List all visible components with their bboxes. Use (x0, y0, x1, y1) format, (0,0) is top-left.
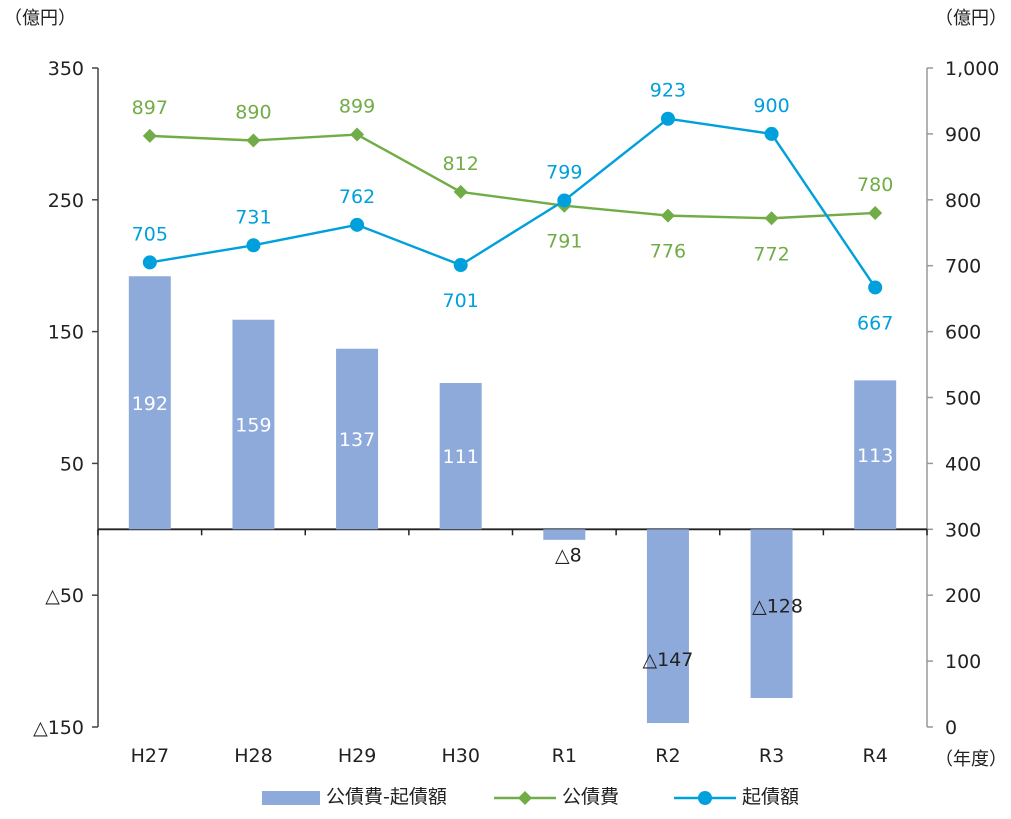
line-point-circle (764, 126, 779, 141)
bar-h27 (128, 276, 171, 530)
line-point-diamond (350, 127, 365, 142)
line-point-diamond (868, 205, 883, 220)
line-point-circle (557, 193, 572, 208)
line-data-label: 791 (546, 231, 582, 253)
bar-data-label: △147 (642, 649, 693, 671)
line-data-label: 890 (235, 101, 271, 123)
legend: 公債費-起債額 公債費 起債額 (262, 786, 799, 808)
line-data-label: 776 (650, 241, 686, 263)
right-axis-tick-label: 100 (945, 651, 981, 673)
line-data-label: 899 (339, 96, 375, 118)
category-label: R4 (863, 745, 888, 767)
line-data-label: 731 (235, 206, 271, 228)
legend-marker-circle (698, 791, 712, 805)
line-data-label: 897 (132, 97, 168, 119)
line-data-label: 923 (650, 80, 686, 102)
line-point-diamond (453, 184, 468, 199)
category-label: H30 (441, 745, 479, 767)
bar-r4 (854, 380, 897, 530)
bar-data-label: △128 (752, 596, 803, 618)
left-axis-tick-label: 250 (48, 190, 84, 212)
right-axis-tick-label: 700 (945, 256, 981, 278)
line-data-label: 780 (857, 174, 893, 196)
bar-data-label: 137 (339, 429, 375, 451)
bar-h30 (439, 383, 482, 530)
right-axis-tick-label: 800 (945, 190, 981, 212)
line-point-circle (453, 258, 468, 273)
line-series (142, 111, 883, 295)
left-axis-tick-label: 350 (48, 58, 84, 80)
line-point-diamond (142, 128, 157, 143)
legend-label-blue: 起債額 (742, 786, 799, 808)
right-axis-tick-label: 1,000 (945, 58, 999, 80)
category-label: H29 (338, 745, 376, 767)
line-data-label: 799 (546, 161, 582, 183)
line-kisaigaku (149, 117, 877, 289)
legend-label-bar: 公債費-起債額 (326, 786, 447, 808)
bar-data-label: 192 (132, 393, 168, 415)
bar-data-label: 111 (443, 446, 479, 468)
left-axis-tick-label: △150 (33, 717, 84, 739)
category-label: R1 (552, 745, 577, 767)
right-axis-tick-label: 900 (945, 124, 981, 146)
line-kousaihi (149, 133, 876, 220)
bar-r2 (646, 529, 689, 724)
line-data-label: 900 (753, 95, 789, 117)
legend-swatch-bar (262, 791, 320, 805)
left-axis-tick-label: 50 (60, 453, 84, 475)
right-axis-tick-label: 0 (945, 717, 957, 739)
line-point-circle (246, 238, 261, 253)
legend-marker-diamond (518, 791, 532, 805)
axes: （億円） （億円） 350 250 150 50 △50 △150 1,000 900 800 700… (4, 8, 1007, 770)
right-axis-tick-label: 600 (945, 322, 981, 344)
bar-h28 (232, 319, 275, 530)
line-data-label: 772 (753, 243, 789, 265)
bar-h29 (336, 348, 379, 530)
bar-data-label: △8 (555, 544, 582, 566)
right-axis-tick-label: 500 (945, 388, 981, 410)
category-label: H28 (234, 745, 272, 767)
line-data-label: 705 (132, 223, 168, 245)
line-data-label: 762 (339, 186, 375, 208)
data-labels: 192 159 137 111 △8 △147 △128 113 897 890 899 812 791… (132, 80, 894, 671)
category-label: R2 (655, 745, 680, 767)
right-axis-tick-label: 200 (945, 585, 981, 607)
bar-data-label: 159 (235, 415, 271, 437)
line-data-label: 701 (443, 290, 479, 312)
line-point-diamond (764, 211, 779, 226)
line-point-circle (350, 217, 365, 232)
category-label: R3 (759, 745, 784, 767)
right-axis-unit: （億円） (935, 8, 1007, 29)
right-axis-tick-label: 300 (945, 519, 981, 541)
line-data-label: 667 (857, 312, 893, 334)
legend-label-green: 公債費 (562, 786, 619, 808)
bar-r3 (750, 529, 793, 699)
line-point-circle (142, 255, 157, 270)
line-point-diamond (246, 133, 261, 148)
line-point-diamond (660, 208, 675, 223)
left-axis-tick-label: 150 (48, 322, 84, 344)
line-point-circle (660, 111, 675, 126)
left-axis-unit: （億円） (4, 8, 76, 29)
x-axis-unit: （年度） (935, 749, 1007, 770)
bar-data-label: 113 (857, 445, 893, 467)
right-axis-tick-label: 400 (945, 453, 981, 475)
line-point-circle (868, 280, 883, 295)
line-data-label: 812 (443, 153, 479, 175)
bar-series (128, 276, 897, 724)
left-axis-tick-label: △50 (45, 585, 84, 607)
category-label: H27 (131, 745, 169, 767)
bar-r1 (543, 529, 586, 540)
